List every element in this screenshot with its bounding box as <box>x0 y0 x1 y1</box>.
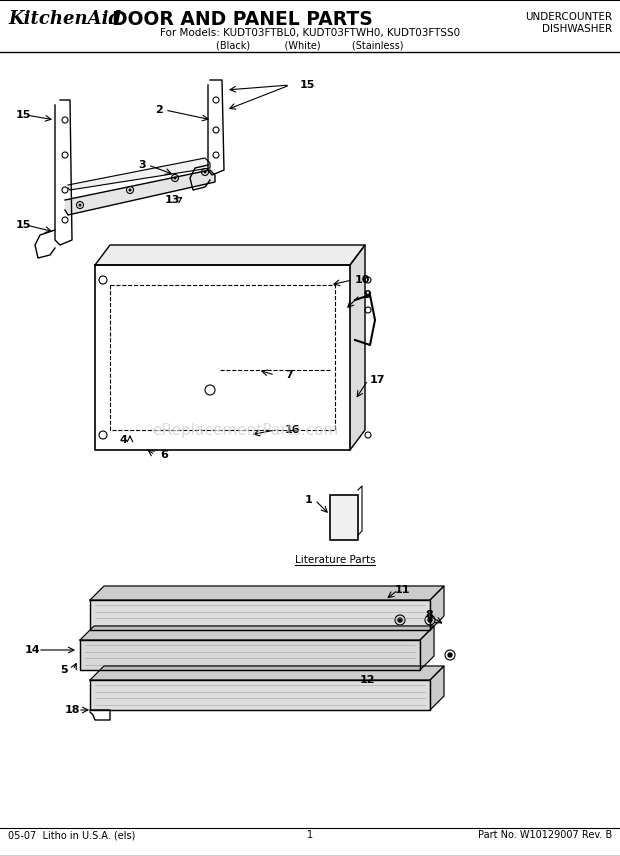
Polygon shape <box>420 626 434 670</box>
Text: Literature Parts: Literature Parts <box>294 555 375 565</box>
Text: 9: 9 <box>363 290 371 300</box>
Text: 3: 3 <box>138 160 146 170</box>
Polygon shape <box>90 666 444 680</box>
Text: eReplacementParts.com: eReplacementParts.com <box>152 423 338 437</box>
Text: 16: 16 <box>285 425 301 435</box>
Circle shape <box>203 170 206 174</box>
Text: .: . <box>106 10 113 28</box>
Text: (Black)           (White)          (Stainless): (Black) (White) (Stainless) <box>216 40 404 50</box>
Text: 13: 13 <box>165 195 180 205</box>
Text: DOOR AND PANEL PARTS: DOOR AND PANEL PARTS <box>112 10 373 29</box>
Circle shape <box>428 618 432 622</box>
Polygon shape <box>350 245 365 450</box>
Text: 7: 7 <box>285 370 293 380</box>
Text: 10: 10 <box>355 275 370 285</box>
Polygon shape <box>90 600 430 630</box>
Text: 05-07  Litho in U.S.A. (els): 05-07 Litho in U.S.A. (els) <box>8 830 135 840</box>
Polygon shape <box>80 626 434 640</box>
Polygon shape <box>90 586 444 600</box>
Text: 1: 1 <box>305 495 312 505</box>
Text: 17: 17 <box>370 375 386 385</box>
Circle shape <box>79 204 81 206</box>
Text: For Models: KUDT03FTBL0, KUDT03FTWH0, KUDT03FTSS0: For Models: KUDT03FTBL0, KUDT03FTWH0, KU… <box>160 28 460 38</box>
Circle shape <box>448 653 452 657</box>
Polygon shape <box>80 640 420 670</box>
Text: 5: 5 <box>60 665 68 675</box>
Text: UNDERCOUNTER: UNDERCOUNTER <box>525 12 612 22</box>
Text: 1: 1 <box>307 830 313 840</box>
Text: KitchenAid: KitchenAid <box>8 10 121 28</box>
Polygon shape <box>65 170 215 215</box>
Text: 4: 4 <box>120 435 128 445</box>
Text: DISHWASHER: DISHWASHER <box>542 24 612 34</box>
Text: Part No. W10129007 Rev. B: Part No. W10129007 Rev. B <box>478 830 612 840</box>
Polygon shape <box>430 586 444 630</box>
Text: 6: 6 <box>160 450 168 460</box>
Polygon shape <box>90 680 430 710</box>
Text: 2: 2 <box>155 105 162 115</box>
Circle shape <box>174 176 177 180</box>
Polygon shape <box>430 666 444 710</box>
Circle shape <box>128 188 131 192</box>
Polygon shape <box>68 158 210 190</box>
Text: 11: 11 <box>395 585 410 595</box>
Text: 14: 14 <box>25 645 41 655</box>
Text: 12: 12 <box>360 675 376 685</box>
Circle shape <box>398 618 402 622</box>
Text: 18: 18 <box>65 705 81 715</box>
Polygon shape <box>95 245 365 265</box>
Text: 15: 15 <box>16 220 32 230</box>
Text: 8: 8 <box>425 610 433 620</box>
Text: 15: 15 <box>16 110 32 120</box>
Text: 15: 15 <box>300 80 316 90</box>
FancyBboxPatch shape <box>330 495 358 540</box>
